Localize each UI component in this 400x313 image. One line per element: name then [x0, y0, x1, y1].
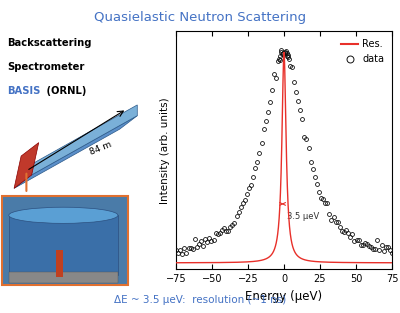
Bar: [56, 250, 63, 277]
X-axis label: Energy (μeV): Energy (μeV): [246, 290, 322, 303]
Y-axis label: Intensity (arb. units): Intensity (arb. units): [160, 97, 170, 203]
Text: ΔE ~ 3.5 μeV:  resolution (~1 ns): ΔE ~ 3.5 μeV: resolution (~1 ns): [114, 295, 286, 305]
Text: BASIS: BASIS: [7, 86, 40, 96]
Text: (ORNL): (ORNL): [43, 86, 86, 96]
Text: 3.5 μeV: 3.5 μeV: [287, 212, 320, 221]
Legend: Res., data: Res., data: [338, 36, 387, 67]
Polygon shape: [32, 105, 137, 175]
Text: Spectrometer: Spectrometer: [7, 62, 84, 72]
Text: Backscattering: Backscattering: [7, 38, 92, 48]
Bar: [2, 197, 128, 285]
Polygon shape: [14, 143, 39, 188]
Ellipse shape: [9, 207, 118, 223]
Text: 84 m: 84 m: [88, 140, 113, 156]
Bar: [9, 215, 118, 275]
Bar: [9, 272, 118, 283]
Polygon shape: [14, 116, 137, 188]
Text: Quasielastic Neutron Scattering: Quasielastic Neutron Scattering: [94, 11, 306, 24]
